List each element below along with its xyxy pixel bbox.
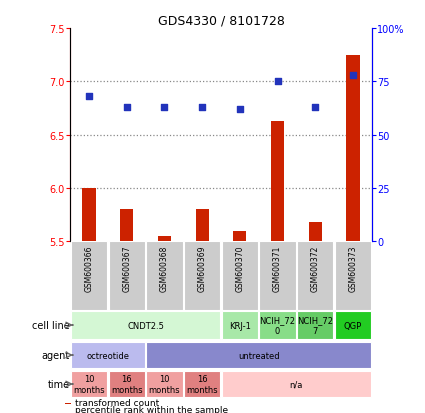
Bar [297,242,333,310]
Bar [146,242,182,310]
Bar [71,242,107,310]
Bar [335,242,371,310]
Bar [146,371,182,397]
Bar [335,311,371,339]
Text: 16
months: 16 months [111,375,142,394]
Text: CNDT2.5: CNDT2.5 [127,321,164,330]
Bar [146,342,371,368]
Text: octreotide: octreotide [86,351,129,360]
Text: untreated: untreated [238,351,280,360]
Point [274,79,281,85]
Text: GSM600371: GSM600371 [273,245,282,291]
Text: n/a: n/a [290,380,303,389]
Bar [82,188,96,242]
Bar [260,311,296,339]
Text: 16
months: 16 months [186,375,218,394]
Bar [120,210,133,242]
Text: 10
months: 10 months [73,375,105,394]
Bar [196,210,209,242]
Point [312,104,319,111]
Bar [309,223,322,242]
Bar [71,342,145,368]
Point [350,72,357,79]
Text: GSM600372: GSM600372 [311,245,320,291]
Text: GSM600368: GSM600368 [160,245,169,291]
Bar [184,242,220,310]
Bar [260,242,296,310]
Bar [109,371,145,397]
Bar [222,371,371,397]
Text: GSM600366: GSM600366 [85,245,94,292]
Point [85,94,92,100]
Bar [158,236,171,242]
Bar [71,311,220,339]
Bar [222,242,258,310]
Bar [184,371,220,397]
Text: GSM600369: GSM600369 [198,245,207,292]
Bar [109,242,145,310]
Point [123,104,130,111]
Text: GSM600367: GSM600367 [122,245,131,292]
Bar [297,311,333,339]
Point [161,104,168,111]
Text: NCIH_72
7: NCIH_72 7 [298,316,333,335]
Bar [65,410,71,411]
Bar [71,371,107,397]
Text: cell line: cell line [32,320,70,330]
Text: KRJ-1: KRJ-1 [229,321,251,330]
Title: GDS4330 / 8101728: GDS4330 / 8101728 [158,15,284,28]
Text: NCIH_72
0: NCIH_72 0 [260,316,295,335]
Point [236,107,243,113]
Bar [222,311,258,339]
Text: QGP: QGP [344,321,362,330]
Text: 10
months: 10 months [149,375,180,394]
Text: transformed count: transformed count [75,398,160,407]
Text: agent: agent [42,350,70,360]
Bar [65,403,71,404]
Text: percentile rank within the sample: percentile rank within the sample [75,405,229,413]
Text: time: time [48,379,70,389]
Point [199,104,206,111]
Text: GSM600373: GSM600373 [348,245,357,292]
Bar [346,55,360,242]
Bar [271,121,284,242]
Bar [233,231,246,242]
Text: GSM600370: GSM600370 [235,245,244,292]
